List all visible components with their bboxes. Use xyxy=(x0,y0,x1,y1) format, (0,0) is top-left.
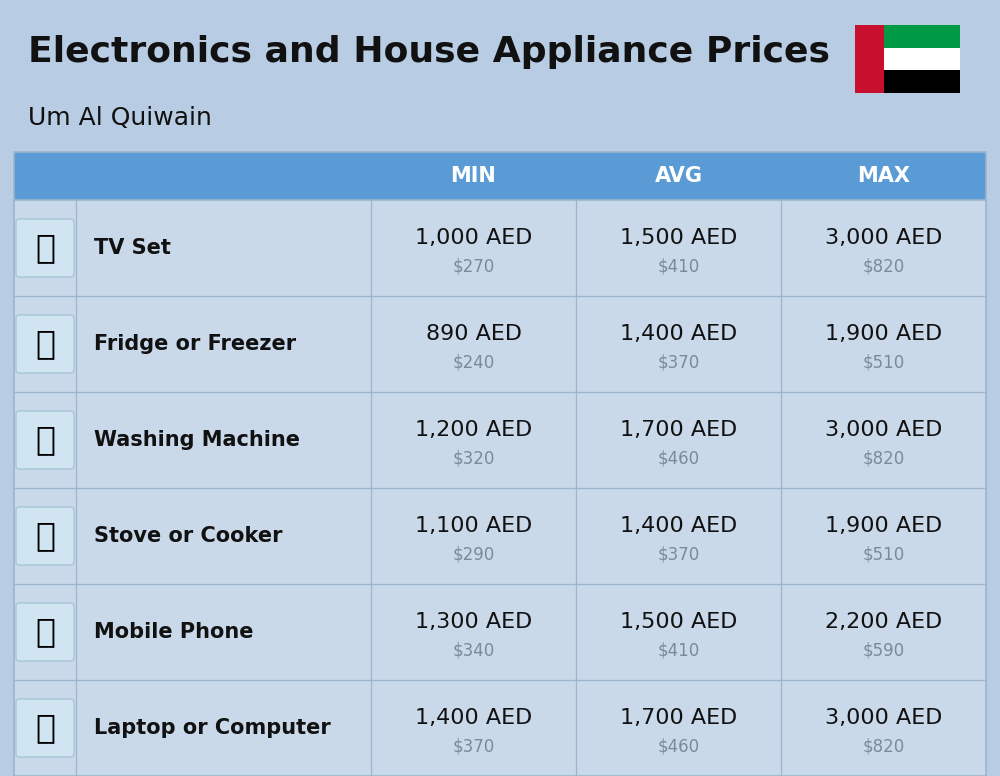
Text: $370: $370 xyxy=(452,737,495,755)
Text: $370: $370 xyxy=(657,353,700,371)
Text: $290: $290 xyxy=(452,545,495,563)
Text: $510: $510 xyxy=(862,545,905,563)
Text: $320: $320 xyxy=(452,449,495,467)
Text: Electronics and House Appliance Prices: Electronics and House Appliance Prices xyxy=(28,35,830,69)
Text: 📱: 📱 xyxy=(35,615,55,649)
Bar xyxy=(14,200,986,296)
Text: Washing Machine: Washing Machine xyxy=(94,430,300,450)
Text: $410: $410 xyxy=(657,257,700,275)
Bar xyxy=(14,392,986,488)
Text: 🫧: 🫧 xyxy=(35,424,55,456)
Text: MIN: MIN xyxy=(451,166,496,186)
Text: 📺: 📺 xyxy=(35,231,55,265)
Text: $820: $820 xyxy=(862,257,905,275)
FancyBboxPatch shape xyxy=(16,603,74,661)
Text: $820: $820 xyxy=(862,737,905,755)
Text: Mobile Phone: Mobile Phone xyxy=(94,622,254,642)
Text: 3,000 AED: 3,000 AED xyxy=(825,420,942,440)
FancyBboxPatch shape xyxy=(16,507,74,565)
Text: 1,400 AED: 1,400 AED xyxy=(620,516,737,536)
Text: 1,700 AED: 1,700 AED xyxy=(620,420,737,440)
Text: Fridge or Freezer: Fridge or Freezer xyxy=(94,334,296,354)
Text: 1,400 AED: 1,400 AED xyxy=(620,324,737,344)
Bar xyxy=(855,71,960,93)
Text: 890 AED: 890 AED xyxy=(426,324,522,344)
Text: 3,000 AED: 3,000 AED xyxy=(825,708,942,728)
Text: $240: $240 xyxy=(452,353,495,371)
Text: $510: $510 xyxy=(862,353,905,371)
Bar xyxy=(855,47,960,71)
Text: 1,100 AED: 1,100 AED xyxy=(415,516,532,536)
Text: 1,900 AED: 1,900 AED xyxy=(825,516,942,536)
Text: $820: $820 xyxy=(862,449,905,467)
Text: 1,700 AED: 1,700 AED xyxy=(620,708,737,728)
FancyBboxPatch shape xyxy=(16,699,74,757)
Text: Stove or Cooker: Stove or Cooker xyxy=(94,526,283,546)
Text: 1,500 AED: 1,500 AED xyxy=(620,612,737,632)
Text: $270: $270 xyxy=(452,257,495,275)
Bar xyxy=(14,152,986,200)
Text: $340: $340 xyxy=(452,641,495,659)
Bar xyxy=(14,152,986,776)
Text: 1,900 AED: 1,900 AED xyxy=(825,324,942,344)
Text: 2,200 AED: 2,200 AED xyxy=(825,612,942,632)
FancyBboxPatch shape xyxy=(16,411,74,469)
Text: MAX: MAX xyxy=(857,166,910,186)
Text: $590: $590 xyxy=(862,641,905,659)
Text: 1,300 AED: 1,300 AED xyxy=(415,612,532,632)
Bar xyxy=(14,584,986,680)
Text: 💻: 💻 xyxy=(35,712,55,744)
Bar xyxy=(14,296,986,392)
Text: 3,000 AED: 3,000 AED xyxy=(825,228,942,248)
Text: 🧊: 🧊 xyxy=(35,327,55,361)
Text: TV Set: TV Set xyxy=(94,238,171,258)
FancyBboxPatch shape xyxy=(16,315,74,373)
Text: 1,200 AED: 1,200 AED xyxy=(415,420,532,440)
Text: 1,500 AED: 1,500 AED xyxy=(620,228,737,248)
Bar xyxy=(855,25,960,47)
Text: 1,400 AED: 1,400 AED xyxy=(415,708,532,728)
Text: $410: $410 xyxy=(657,641,700,659)
Bar xyxy=(855,25,884,93)
Text: $460: $460 xyxy=(657,449,700,467)
Text: AVG: AVG xyxy=(654,166,702,186)
Text: Laptop or Computer: Laptop or Computer xyxy=(94,718,331,738)
Bar xyxy=(14,488,986,584)
Text: 1,000 AED: 1,000 AED xyxy=(415,228,532,248)
FancyBboxPatch shape xyxy=(16,219,74,277)
Text: $460: $460 xyxy=(657,737,700,755)
Text: Um Al Quiwain: Um Al Quiwain xyxy=(28,106,212,130)
Text: 🍳: 🍳 xyxy=(35,519,55,553)
Bar xyxy=(14,680,986,776)
Text: $370: $370 xyxy=(657,545,700,563)
